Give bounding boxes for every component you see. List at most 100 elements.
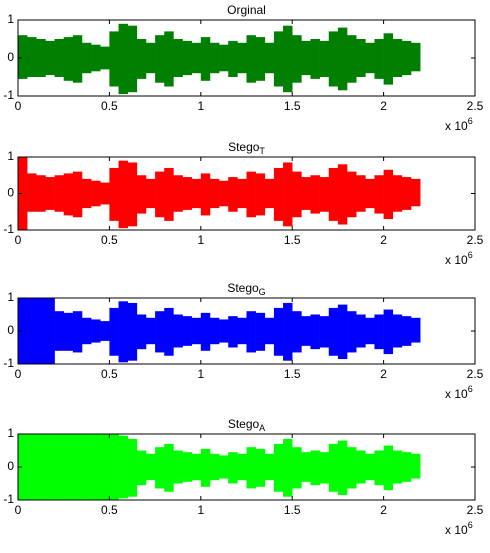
x-tick-label: 0: [15, 367, 22, 381]
waveform-segment: [109, 167, 119, 221]
waveform-segment: [209, 178, 220, 209]
waveform-segment: [118, 23, 128, 95]
waveform-segment: [54, 311, 64, 351]
waveform-segment: [411, 178, 421, 207]
waveform-segment: [365, 317, 375, 345]
waveform-segment: [127, 302, 138, 361]
x-tick-label: 1.5: [284, 367, 301, 381]
waveform-segment: [100, 321, 110, 341]
waveform-segment: [392, 175, 403, 212]
y-tick-label: 1: [7, 426, 14, 440]
waveform-segment: [228, 40, 238, 77]
x-tick-label: 1.5: [284, 99, 301, 113]
x-tick-label: 0.5: [101, 503, 118, 517]
waveform-segment: [191, 453, 202, 481]
x-tick-label: 1: [197, 503, 204, 517]
waveform-segment: [264, 42, 275, 74]
waveform-segment: [401, 40, 412, 76]
waveform-segment: [173, 175, 183, 212]
waveform-segment: [237, 178, 247, 209]
waveform-segment: [401, 452, 412, 482]
waveform-segment: [209, 42, 220, 74]
waveform-segment: [356, 175, 366, 212]
waveform-segment: [365, 178, 375, 209]
waveform-segment: [155, 35, 165, 83]
waveform-segment: [228, 452, 238, 484]
waveform-segment: [145, 317, 156, 345]
x-tick-label: 2: [380, 233, 387, 247]
x-multiplier: x 106: [445, 384, 473, 401]
waveform-segment: [72, 434, 83, 500]
x-tick-label: 2.5: [467, 99, 484, 113]
waveform-segment: [100, 182, 110, 205]
waveform-segment: [337, 164, 348, 225]
waveform-segment: [36, 298, 46, 364]
waveform-segment: [100, 46, 110, 70]
waveform-segment: [54, 39, 64, 77]
waveform-segment: [118, 160, 128, 229]
waveform-segment: [182, 452, 192, 482]
waveform-segment: [109, 31, 119, 87]
waveform-segment: [292, 171, 302, 218]
waveform-segment: [237, 453, 247, 481]
waveform-segment: [155, 311, 165, 353]
waveform-segment: [310, 450, 320, 486]
waveform-segment: [411, 42, 421, 72]
waveform-segment: [155, 171, 165, 218]
waveform-segment: [392, 450, 403, 484]
waveform-segment: [328, 167, 339, 221]
waveform-segment: [173, 39, 183, 77]
multiplier-base: x 10: [445, 387, 468, 401]
waveform-segment: [264, 178, 275, 209]
waveform-segment: [136, 314, 147, 350]
x-tick-label: 2.5: [467, 503, 484, 517]
waveform-segment: [18, 434, 28, 500]
waveform-segment: [337, 304, 348, 360]
waveform-segment: [219, 319, 229, 343]
waveform-segment: [411, 453, 421, 479]
waveform-segment: [228, 316, 238, 348]
waveform-segment: [200, 37, 211, 81]
waveform-segment: [273, 443, 284, 492]
waveform-segment: [283, 25, 293, 93]
waveform-segment: [292, 447, 302, 489]
waveform-segment: [81, 434, 92, 500]
x-tick-label: 0: [15, 503, 22, 517]
waveform-segment: [264, 453, 275, 481]
waveform-segment: [237, 42, 247, 74]
waveform-segment: [310, 314, 320, 350]
x-multiplier: x 106: [445, 250, 473, 267]
waveform-segment: [356, 314, 366, 348]
waveform-segment: [255, 37, 266, 81]
waveform-segment: [191, 317, 202, 345]
waveform-segment: [81, 317, 92, 345]
multiplier-exponent: 6: [468, 384, 473, 394]
waveform-segment: [273, 307, 284, 356]
waveform-segment: [200, 173, 211, 216]
waveform-segment: [200, 448, 211, 487]
waveform-segment: [273, 167, 284, 221]
waveform-segment: [292, 311, 302, 353]
waveform-segment: [45, 40, 55, 76]
y-tick-label: -1: [3, 356, 14, 370]
waveform-segment: [365, 453, 375, 481]
y-tick-label: 0: [7, 50, 14, 64]
waveform-segment: [374, 450, 384, 486]
waveform-segment: [310, 175, 320, 214]
waveform-segment: [182, 316, 192, 346]
waveform-segment: [301, 40, 311, 76]
waveform-segment: [310, 39, 320, 79]
waveform-segment: [392, 39, 403, 77]
waveform-segment: [246, 311, 256, 353]
waveform-segment: [219, 455, 229, 479]
waveform-segment: [54, 175, 64, 212]
x-tick-label: 0.5: [101, 367, 118, 381]
waveform-segment: [283, 438, 293, 497]
waveform-segment: [91, 180, 101, 207]
waveform-segment: [136, 450, 147, 486]
multiplier-exponent: 6: [468, 520, 473, 530]
waveform-segment: [200, 312, 211, 351]
waveform-segment: [145, 453, 156, 481]
x-tick-label: 1: [197, 99, 204, 113]
